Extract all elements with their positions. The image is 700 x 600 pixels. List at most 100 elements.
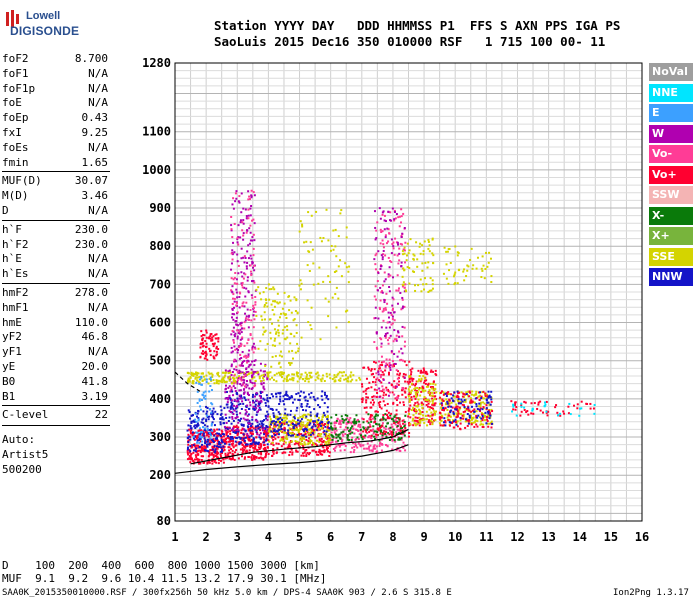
echo-point xyxy=(443,392,446,395)
echo-point xyxy=(278,301,281,304)
echo-point xyxy=(450,397,453,400)
echo-point xyxy=(408,424,411,427)
echo-point xyxy=(269,418,272,421)
echo-point xyxy=(200,455,203,458)
echo-point xyxy=(278,354,281,357)
echo-point xyxy=(293,433,296,436)
echo-point xyxy=(237,332,240,335)
echo-point xyxy=(479,394,482,397)
echo-point xyxy=(288,441,291,444)
echo-point xyxy=(419,242,422,245)
echo-point xyxy=(246,373,249,376)
footer-file-info: SAA0K_2015350010000.RSF / 300fx256h 50 k… xyxy=(2,588,452,598)
echo-point xyxy=(242,450,245,453)
echo-point xyxy=(197,372,200,375)
echo-point xyxy=(453,391,456,394)
echo-point xyxy=(519,414,522,417)
echo-point xyxy=(545,411,548,414)
echo-point xyxy=(256,448,259,451)
echo-point xyxy=(223,425,226,428)
echo-point xyxy=(279,400,282,403)
echo-point xyxy=(256,424,259,427)
echo-point xyxy=(195,444,198,447)
echo-point xyxy=(315,453,318,456)
echo-point xyxy=(423,288,426,291)
echo-point xyxy=(392,298,395,301)
echo-point xyxy=(193,458,196,461)
param-value: N/A xyxy=(88,252,108,266)
echo-point xyxy=(206,438,209,441)
echo-point xyxy=(439,391,442,394)
echo-point xyxy=(243,441,246,444)
echo-point xyxy=(423,396,426,399)
echo-point xyxy=(326,419,329,422)
echo-point xyxy=(455,408,458,411)
echo-point xyxy=(242,277,245,280)
echo-point xyxy=(358,433,361,436)
echo-point xyxy=(264,373,267,376)
echo-point xyxy=(439,416,442,419)
echo-point xyxy=(274,300,277,303)
echo-point xyxy=(244,312,247,315)
echo-point xyxy=(279,312,282,315)
echo-point xyxy=(396,243,399,246)
echo-point xyxy=(247,315,250,318)
echo-point xyxy=(233,382,236,385)
echo-point xyxy=(348,438,351,441)
echo-point xyxy=(430,369,433,372)
param-separator xyxy=(2,283,110,284)
echo-point xyxy=(386,321,389,324)
x-tick-label: 16 xyxy=(635,530,649,544)
echo-point xyxy=(398,420,401,423)
echo-point xyxy=(254,428,257,431)
echo-point xyxy=(285,380,288,383)
echo-point xyxy=(265,417,268,420)
echo-point xyxy=(416,386,419,389)
echo-point xyxy=(327,450,330,453)
echo-point xyxy=(427,402,430,405)
echo-point xyxy=(429,420,432,423)
echo-point xyxy=(278,402,281,405)
echo-point xyxy=(374,285,377,288)
echo-point xyxy=(469,414,472,417)
echo-point xyxy=(405,259,408,262)
echo-point xyxy=(338,433,341,436)
echo-point xyxy=(251,377,254,380)
echo-point xyxy=(404,414,407,417)
echo-point xyxy=(417,421,420,424)
echo-point xyxy=(386,332,389,335)
echo-point xyxy=(383,271,386,274)
echo-point xyxy=(391,276,394,279)
echo-point xyxy=(314,436,317,439)
echo-point xyxy=(186,436,189,439)
echo-point xyxy=(334,433,337,436)
echo-point xyxy=(395,416,398,419)
echo-point xyxy=(214,333,217,336)
echo-point xyxy=(309,420,312,423)
echo-point xyxy=(201,440,204,443)
echo-point xyxy=(239,219,242,222)
echo-point xyxy=(208,390,211,393)
echo-point xyxy=(287,444,290,447)
echo-point xyxy=(378,306,381,309)
echo-point xyxy=(215,379,218,382)
echo-point xyxy=(431,417,434,420)
echo-point xyxy=(382,253,385,256)
echo-point xyxy=(387,371,390,374)
echo-point xyxy=(279,374,282,377)
echo-point xyxy=(401,352,404,355)
echo-point xyxy=(435,410,438,413)
echo-point xyxy=(589,407,592,410)
echo-point xyxy=(384,413,387,416)
echo-point xyxy=(257,427,260,430)
echo-point xyxy=(205,418,208,421)
echo-point xyxy=(379,228,382,231)
echo-point xyxy=(327,300,330,303)
echo-point xyxy=(425,410,428,413)
echo-point xyxy=(334,427,337,430)
echo-point xyxy=(400,308,403,311)
echo-point xyxy=(474,401,477,404)
echo-point xyxy=(269,397,272,400)
echo-point xyxy=(382,210,385,213)
echo-point xyxy=(229,371,232,374)
